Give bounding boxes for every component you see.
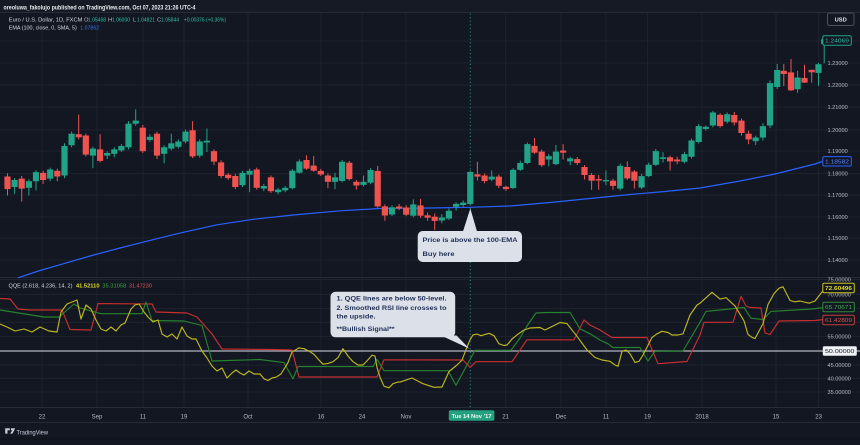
svg-text:65.70671: 65.70671: [825, 305, 852, 311]
svg-text:Oct: Oct: [243, 414, 253, 420]
svg-text:TradingView: TradingView: [17, 429, 49, 436]
svg-text:1.06000: 1.06000: [112, 18, 130, 24]
svg-text:USD: USD: [835, 18, 847, 24]
svg-text:35.31058: 35.31058: [102, 284, 126, 290]
svg-text:EMA (100, close, 0, SMA, 5): EMA (100, close, 0, SMA, 5): [9, 25, 77, 31]
svg-text:1.05844: 1.05844: [161, 18, 180, 24]
svg-text:Dec: Dec: [556, 414, 567, 420]
svg-text:1. QQE lines are below 50-leve: 1. QQE lines are below 50-level.: [337, 295, 447, 302]
svg-text:2. Smoothed RSI line crosses t: 2. Smoothed RSI line crosses to: [337, 305, 447, 312]
svg-text:1.19000: 1.19000: [828, 149, 848, 155]
svg-text:L: L: [133, 18, 137, 24]
svg-text:70.00000: 70.00000: [828, 293, 851, 299]
svg-text:41.52110: 41.52110: [76, 284, 100, 290]
svg-text:21: 21: [502, 414, 509, 420]
svg-text:22: 22: [39, 414, 46, 420]
svg-text:15: 15: [773, 414, 780, 420]
svg-text:31.47230: 31.47230: [129, 284, 152, 290]
svg-text:11: 11: [603, 414, 610, 420]
svg-text:Euro / U.S. Dollar, 1D, FXCM: Euro / U.S. Dollar, 1D, FXCM: [9, 18, 83, 24]
svg-text:C: C: [157, 18, 161, 24]
svg-text:61.42809: 61.42809: [825, 318, 852, 324]
svg-text:1.23000: 1.23000: [828, 61, 848, 67]
svg-text:1.07862: 1.07862: [80, 25, 99, 31]
svg-text:Price is above the 100-EMA: Price is above the 100-EMA: [423, 237, 518, 244]
svg-text:75.00000: 75.00000: [828, 278, 851, 284]
svg-text:35.00000: 35.00000: [828, 390, 851, 396]
svg-text:1.05468: 1.05468: [88, 18, 106, 24]
svg-text:1.15000: 1.15000: [828, 236, 848, 242]
svg-text:1.24069: 1.24069: [825, 39, 849, 45]
svg-text:55.00000: 55.00000: [828, 335, 851, 341]
svg-text:2018: 2018: [695, 414, 709, 420]
svg-text:+0.00376 (+0.36%): +0.00376 (+0.36%): [184, 18, 226, 24]
svg-text:45.00000: 45.00000: [828, 363, 851, 369]
svg-text:Buy here: Buy here: [423, 251, 455, 258]
svg-text:1.18582: 1.18582: [825, 159, 849, 165]
svg-text:1.20000: 1.20000: [828, 128, 848, 134]
svg-text:QQE (2.618, 4.236, 14, 2): QQE (2.618, 4.236, 14, 2): [9, 284, 73, 290]
svg-text:23: 23: [815, 414, 822, 420]
svg-text:1.04821: 1.04821: [137, 18, 155, 24]
svg-text:72.60496: 72.60496: [825, 286, 852, 292]
svg-text:19: 19: [181, 414, 188, 420]
svg-text:11: 11: [140, 414, 147, 420]
svg-text:H: H: [108, 18, 112, 24]
svg-text:Sep: Sep: [92, 414, 103, 420]
svg-text:oreoluwa_fakolujo published on: oreoluwa_fakolujo published on TradingVi…: [4, 5, 197, 11]
svg-text:24: 24: [359, 414, 366, 420]
svg-text:1.22000: 1.22000: [828, 83, 848, 89]
svg-text:40.00000: 40.00000: [828, 377, 851, 383]
svg-text:1.16000: 1.16000: [828, 215, 848, 221]
svg-text:1.18000: 1.18000: [828, 172, 848, 178]
svg-text:1.17000: 1.17000: [828, 193, 848, 199]
svg-text:1.14000: 1.14000: [828, 258, 848, 264]
svg-text:1.21000: 1.21000: [828, 105, 848, 111]
svg-text:Nov: Nov: [401, 414, 412, 420]
svg-text:**Bullish Signal**: **Bullish Signal**: [337, 326, 396, 333]
svg-text:O: O: [84, 18, 89, 24]
svg-text:the upside.: the upside.: [337, 313, 376, 320]
svg-text:50.00000: 50.00000: [825, 349, 855, 355]
svg-text:16: 16: [318, 414, 325, 420]
svg-text:19: 19: [644, 414, 651, 420]
svg-text:Tue 14 Nov ’17: Tue 14 Nov ’17: [452, 414, 492, 420]
